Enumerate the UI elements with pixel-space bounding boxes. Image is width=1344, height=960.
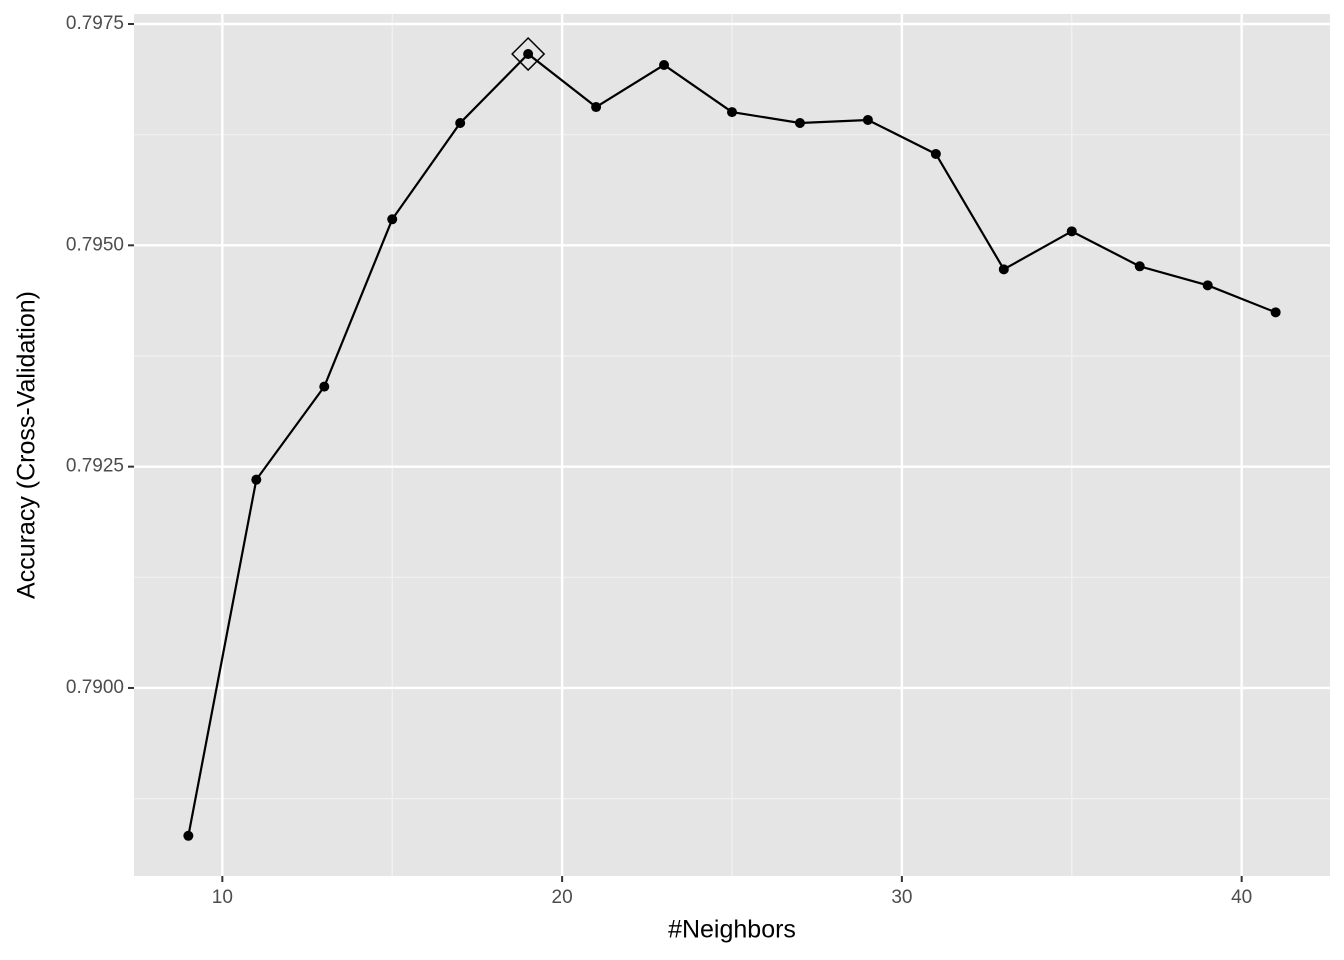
x-tick-label: 30 xyxy=(891,887,912,908)
point xyxy=(319,381,330,392)
y-axis-title: Accuracy (Cross-Validation) xyxy=(13,291,41,599)
x-tick-label: 20 xyxy=(552,887,573,908)
x-tick-label: 40 xyxy=(1231,887,1252,908)
y-tick-label: 0.7950 xyxy=(66,234,124,255)
y-tick-label: 0.7925 xyxy=(66,456,124,477)
point xyxy=(862,114,873,125)
point xyxy=(930,148,941,159)
point xyxy=(251,474,262,485)
point xyxy=(591,102,602,113)
point xyxy=(727,107,737,118)
point xyxy=(659,59,670,70)
x-axis-title: #Neighbors xyxy=(668,916,796,944)
point xyxy=(1202,280,1213,291)
point xyxy=(1270,307,1281,318)
point xyxy=(387,214,398,225)
x-tick-label: 10 xyxy=(212,887,233,908)
point xyxy=(1134,261,1145,272)
point xyxy=(523,49,534,60)
y-tick-label: 0.7975 xyxy=(66,13,124,34)
point xyxy=(183,830,194,841)
point xyxy=(794,117,805,128)
point xyxy=(1066,226,1077,237)
point xyxy=(455,117,466,128)
y-tick-label: 0.7900 xyxy=(66,677,124,698)
point xyxy=(998,264,1009,275)
best-marker xyxy=(511,36,546,72)
